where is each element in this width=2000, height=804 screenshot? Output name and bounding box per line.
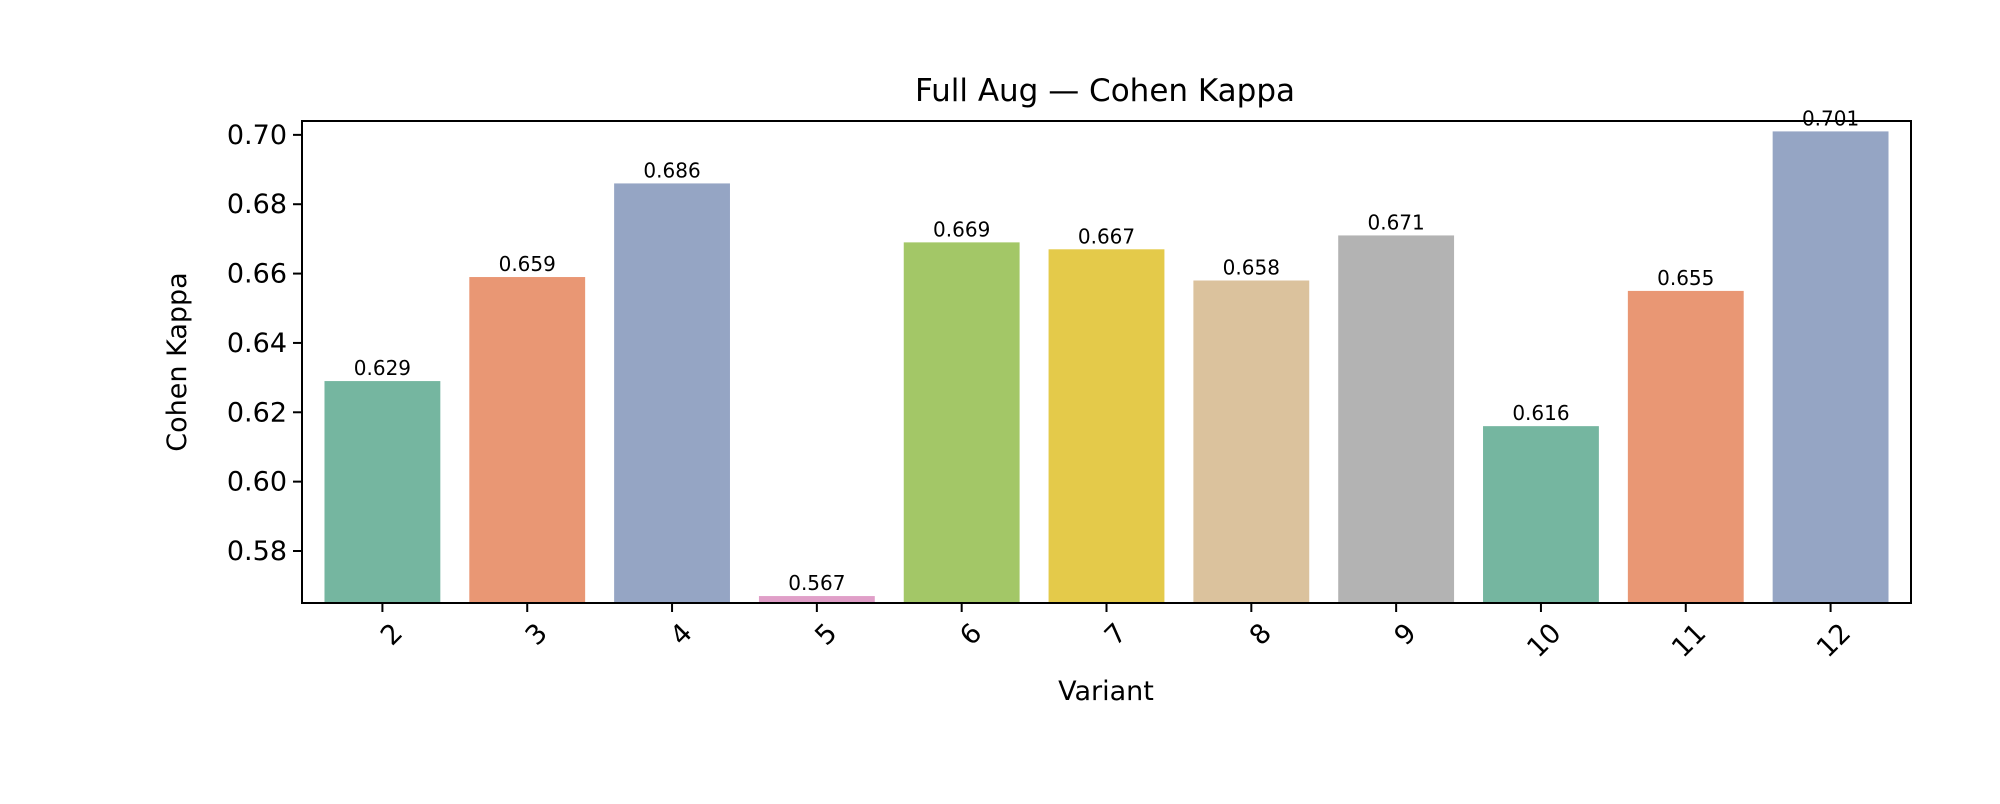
x-tick-label-6: 6 [954,618,988,652]
x-tick-label-8: 8 [1244,618,1278,652]
bar-3 [469,277,586,603]
x-tick-label-9: 9 [1389,618,1423,652]
bar-10 [1483,426,1599,603]
bar-value-label-2: 0.629 [354,356,411,380]
bar-11 [1627,290,1744,603]
bar-9 [1338,235,1455,603]
bar-12 [1772,131,1889,603]
plot-frame [301,120,1912,604]
x-tick-label-4: 4 [665,618,699,652]
bar-4 [614,183,730,604]
x-axis: 2 3 4 5 6 7 8 9 10 11 12 [375,603,1857,664]
bar-7 [1048,249,1165,604]
bar-6 [903,242,1020,603]
bar-2 [324,381,441,603]
x-axis-label: Variant [1058,676,1154,707]
x-tick-label-10: 10 [1521,618,1567,664]
x-tick-label-3: 3 [520,618,554,652]
y-tick-label: 0.66 [227,259,287,290]
bar-8 [1193,280,1310,603]
x-tick-label-7: 7 [1099,618,1133,652]
y-tick-label: 0.60 [227,467,287,498]
x-tick-label-2: 2 [375,618,409,652]
bar-value-label-9: 0.671 [1368,210,1425,234]
y-tick-label: 0.64 [227,328,287,359]
y-tick-label: 0.58 [227,536,287,567]
bar-value-label-10: 0.616 [1512,401,1569,425]
bar-value-label-6: 0.669 [933,217,990,241]
y-axis-label: Cohen Kappa [162,272,193,451]
bar-value-label-7: 0.667 [1078,224,1135,248]
bar-value-label-3: 0.659 [499,252,556,276]
y-tick-label: 0.62 [227,397,287,428]
x-tick-label-5: 5 [809,618,843,652]
bar-value-label-4: 0.686 [643,158,700,182]
bar-5 [758,596,875,603]
bar-value-label-5: 0.567 [788,571,845,595]
y-axis: 0.58 0.60 0.62 0.64 0.66 0.68 0.70 [227,120,302,567]
bars-layer: 0.629 0.659 0.686 0.567 0.669 0.667 0.658 0.671… [324,106,1889,604]
x-tick-label-11: 11 [1666,618,1712,664]
x-tick-label-12: 12 [1811,618,1857,664]
y-tick-label: 0.68 [227,189,287,220]
y-tick-label: 0.70 [227,120,287,151]
chart-title: Full Aug — Cohen Kappa [915,73,1295,109]
bar-value-label-12: 0.701 [1802,106,1859,130]
bar-value-label-11: 0.655 [1657,266,1714,290]
bar-value-label-8: 0.658 [1223,256,1280,280]
